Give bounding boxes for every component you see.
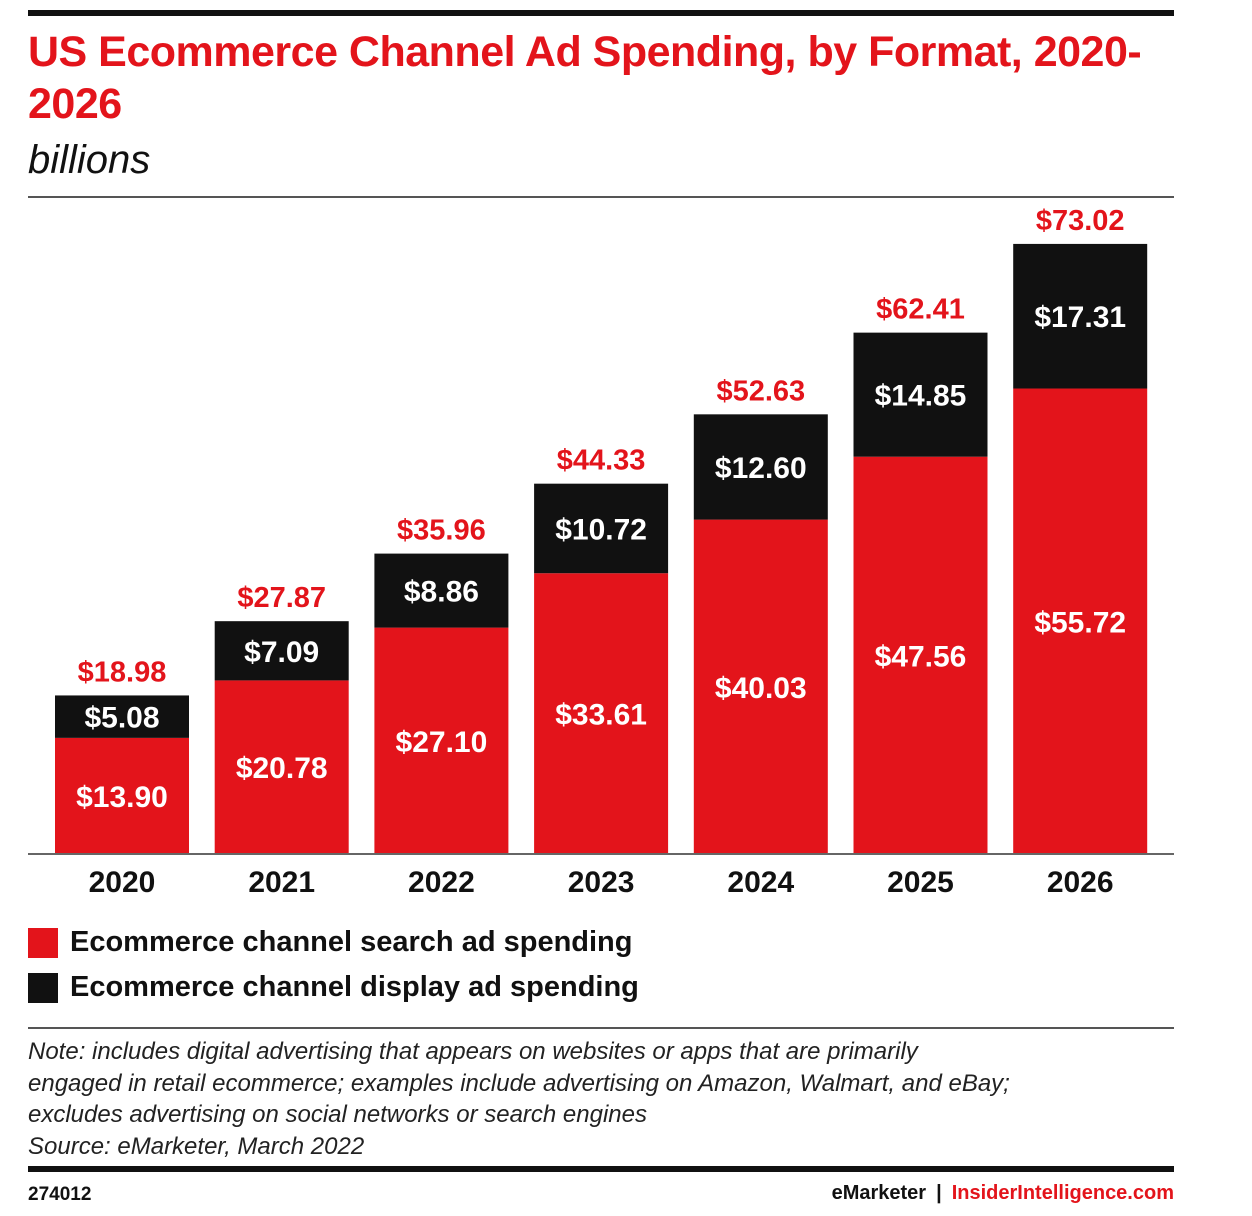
x-tick-2026: 2026 xyxy=(1047,866,1114,899)
label-total-2021: $27.87 xyxy=(237,582,326,614)
label-display-2025: $14.85 xyxy=(875,380,967,413)
legend-label-search: Ecommerce channel search ad spending xyxy=(70,926,633,958)
brand-separator: | xyxy=(936,1182,942,1204)
label-total-2022: $35.96 xyxy=(397,515,486,547)
label-display-2026: $17.31 xyxy=(1034,301,1126,334)
top-rule xyxy=(28,10,1174,16)
label-search-2020: $13.90 xyxy=(76,781,168,814)
note-source: Source: eMarketer, March 2022 xyxy=(28,1132,365,1160)
note-line-1: Note: includes digital advertising that … xyxy=(28,1038,918,1065)
x-tick-2023: 2023 xyxy=(568,866,635,899)
bar-display-2020 xyxy=(55,695,189,738)
chart-id: 274012 xyxy=(28,1184,92,1205)
label-total-2024: $52.63 xyxy=(716,375,805,407)
chart-title: US Ecommerce Channel Ad Spending, by For… xyxy=(28,28,1142,128)
label-search-2023: $33.61 xyxy=(555,699,647,732)
label-total-2020: $18.98 xyxy=(78,656,167,688)
label-search-2024: $40.03 xyxy=(715,672,807,705)
label-search-2025: $47.56 xyxy=(875,640,967,673)
bar-display-2025 xyxy=(853,332,988,457)
header-rule xyxy=(28,196,1174,198)
label-display-2020: $5.08 xyxy=(84,702,159,735)
label-display-2021: $7.09 xyxy=(244,636,319,669)
bar-search-2021 xyxy=(214,680,349,854)
x-tick-2020: 2020 xyxy=(89,866,156,899)
label-search-2026: $55.72 xyxy=(1034,606,1126,639)
bar-display-2022 xyxy=(374,553,509,628)
bar-display-2023 xyxy=(534,483,669,574)
bar-search-2023 xyxy=(534,573,669,854)
chart-note: Note: includes digital advertising that … xyxy=(28,1036,1178,1162)
label-total-2025: $62.41 xyxy=(876,294,965,326)
chart-subtitle: billions xyxy=(28,138,151,182)
bar-display-2024 xyxy=(693,414,828,520)
legend-search: Ecommerce channel search ad spending xyxy=(28,926,632,959)
note-rule xyxy=(28,1027,1174,1029)
x-tick-2024: 2024 xyxy=(727,866,794,899)
legend-swatch-display xyxy=(28,972,58,1003)
bottom-rule xyxy=(28,1166,1174,1172)
bar-search-2025 xyxy=(853,456,988,854)
label-display-2023: $10.72 xyxy=(555,513,647,546)
label-search-2021: $20.78 xyxy=(236,752,328,785)
brand-emarketer: eMarketer xyxy=(831,1182,927,1204)
legend-swatch-search xyxy=(28,927,58,958)
x-tick-2025: 2025 xyxy=(887,866,954,899)
legend-display: Ecommerce channel display ad spending xyxy=(28,971,639,1004)
note-line-3: excludes advertising on social networks … xyxy=(28,1101,647,1128)
x-tick-2022: 2022 xyxy=(408,866,475,899)
label-total-2026: $73.02 xyxy=(1036,205,1125,237)
label-display-2022: $8.86 xyxy=(404,576,479,609)
bar-search-2026 xyxy=(1013,388,1148,854)
bar-display-2026 xyxy=(1013,243,1148,389)
footer-brand: eMarketer | InsiderIntelligence.com xyxy=(832,1182,1174,1205)
label-display-2024: $12.60 xyxy=(715,452,807,485)
label-search-2022: $27.10 xyxy=(396,726,488,759)
bar-search-2020 xyxy=(55,737,189,854)
bar-search-2024 xyxy=(693,519,828,854)
bar-search-2022 xyxy=(374,627,509,854)
legend-label-display: Ecommerce channel display ad spending xyxy=(70,971,639,1003)
bar-display-2021 xyxy=(214,621,349,681)
x-tick-2021: 2021 xyxy=(248,866,315,899)
note-line-2: engaged in retail ecommerce; examples in… xyxy=(28,1069,1010,1097)
brand-insider-link[interactable]: InsiderIntelligence.com xyxy=(951,1182,1174,1204)
stacked-bar-chart: $13.90 $5.08 $18.98 2020 $20.78 $7.09 $27.87 20… xyxy=(28,205,1174,899)
label-total-2023: $44.33 xyxy=(557,445,646,477)
